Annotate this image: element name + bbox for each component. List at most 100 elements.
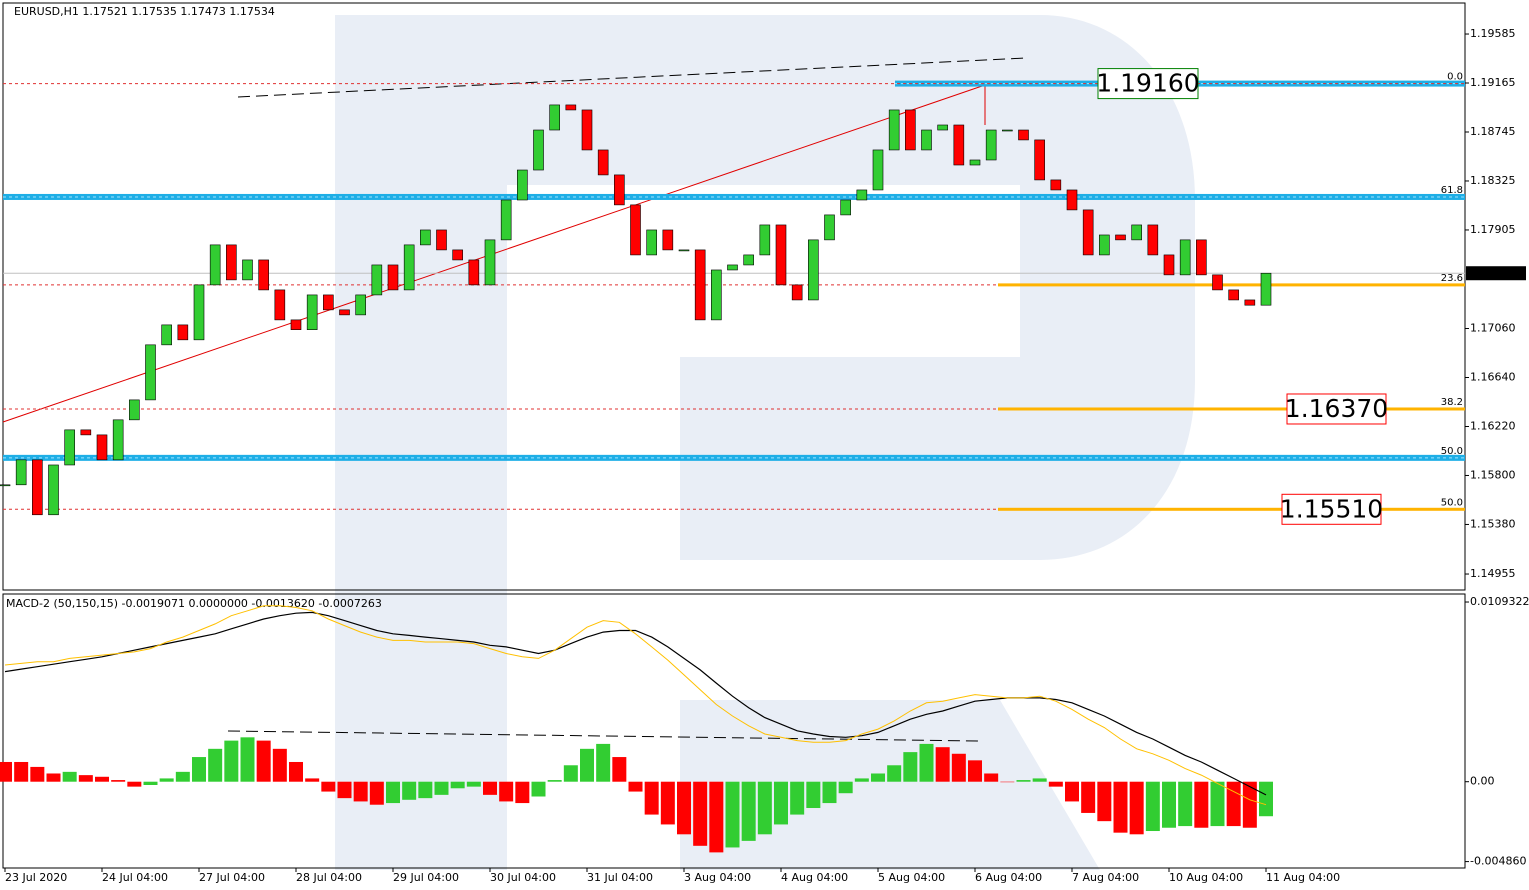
candle: [387, 264, 399, 291]
fib-label: 0.0: [1447, 72, 1463, 83]
macd-bar: [935, 747, 950, 782]
candle: [614, 174, 625, 206]
candle: [888, 109, 900, 151]
candle: [1066, 189, 1078, 211]
macd-bar: [660, 781, 675, 825]
macd-bar: [1097, 781, 1112, 822]
candle: [129, 399, 140, 421]
macd-bar: [30, 766, 45, 782]
macd-bar: [774, 781, 788, 825]
candle: [226, 244, 237, 281]
macd-bar: [1162, 781, 1176, 828]
macd-bar: [289, 761, 303, 782]
y-tick-label: 1.17905: [1470, 223, 1516, 236]
x-tick-label: 4 Aug 04:00: [781, 871, 848, 884]
candle: [581, 109, 593, 151]
candle: [630, 204, 641, 256]
candle: [1115, 234, 1126, 241]
candle: [290, 319, 302, 330]
y-tick-label: 1.19585: [1470, 27, 1516, 40]
macd-bar: [450, 781, 465, 789]
candle: [646, 229, 657, 256]
macd-bar: [531, 781, 546, 797]
candle: [905, 109, 916, 151]
macd-bar: [272, 748, 287, 782]
price-box: [1281, 493, 1382, 525]
candle: [403, 244, 415, 291]
macd-bar: [822, 781, 837, 804]
macd-bar: [951, 753, 966, 782]
y-tick-label: 1.16640: [1470, 370, 1516, 383]
macd-bar: [256, 740, 271, 782]
candle: [759, 224, 771, 256]
candle: [323, 294, 334, 311]
candle: [727, 264, 738, 271]
level-band: [3, 193, 1465, 200]
macd-bar: [1194, 781, 1209, 828]
candle: [824, 214, 835, 241]
candle: [743, 254, 754, 266]
macd-bar: [806, 781, 821, 809]
macd-bar: [1048, 781, 1063, 787]
candle: [145, 344, 156, 401]
fib-label: 50.0: [1441, 497, 1463, 508]
x-tick-label: 31 Jul 04:00: [587, 871, 653, 884]
candle: [1212, 274, 1223, 291]
macd-bar: [499, 781, 514, 802]
macd-title: MACD-2 (50,150,15) -0.0019071 0.0000000 …: [6, 597, 382, 610]
candle: [1163, 254, 1175, 276]
macd-bar: [353, 781, 368, 802]
watermark: [335, 15, 1195, 870]
candle: [1099, 234, 1110, 256]
macd-bar: [1113, 781, 1128, 833]
candle: [791, 284, 803, 301]
candle: [711, 269, 722, 321]
macd-bar: [1259, 781, 1273, 817]
x-tick-label: 28 Jul 04:00: [296, 871, 362, 884]
macd-bar: [1242, 781, 1257, 828]
candle: [0, 484, 11, 487]
candle: [64, 429, 75, 466]
macd-bar: [854, 778, 869, 782]
macd-bar: [143, 781, 158, 785]
candle: [177, 324, 189, 341]
level-highlight: [998, 283, 1465, 287]
macd-bar: [790, 781, 805, 815]
candle: [209, 244, 221, 286]
candle: [484, 239, 496, 286]
y-tick-label: 1.15800: [1470, 468, 1516, 481]
macd-bar: [709, 781, 724, 853]
macd-bar: [95, 776, 109, 782]
candle: [985, 129, 997, 161]
candle: [1147, 224, 1159, 256]
macd-bar: [677, 781, 691, 835]
macd-bar: [224, 740, 239, 782]
macd-bar: [1065, 781, 1079, 802]
macd-bar: [1000, 781, 1015, 783]
candle: [1018, 129, 1029, 141]
candle: [953, 124, 965, 166]
candle: [597, 149, 609, 176]
macd-bar: [1032, 778, 1047, 782]
y-tick-label: 1.17060: [1470, 322, 1516, 335]
macd-bar: [563, 765, 578, 782]
macd-bar: [1016, 780, 1031, 782]
macd-bar: [434, 781, 449, 795]
candle: [808, 239, 819, 301]
macd-bar: [305, 778, 320, 782]
macd-bar: [984, 773, 999, 782]
candle: [775, 224, 787, 286]
candle: [1082, 209, 1094, 256]
candle: [694, 249, 706, 321]
x-tick-label: 3 Aug 04:00: [684, 871, 751, 884]
candle: [1002, 129, 1013, 132]
price-box-label: 1.15510: [1280, 494, 1383, 523]
macd-bar: [838, 781, 853, 794]
fib-label: 38.2: [1441, 397, 1463, 408]
level-band: [3, 454, 1465, 461]
macd-bar: [192, 757, 206, 782]
candle: [662, 229, 674, 251]
macd-bar: [871, 773, 885, 782]
